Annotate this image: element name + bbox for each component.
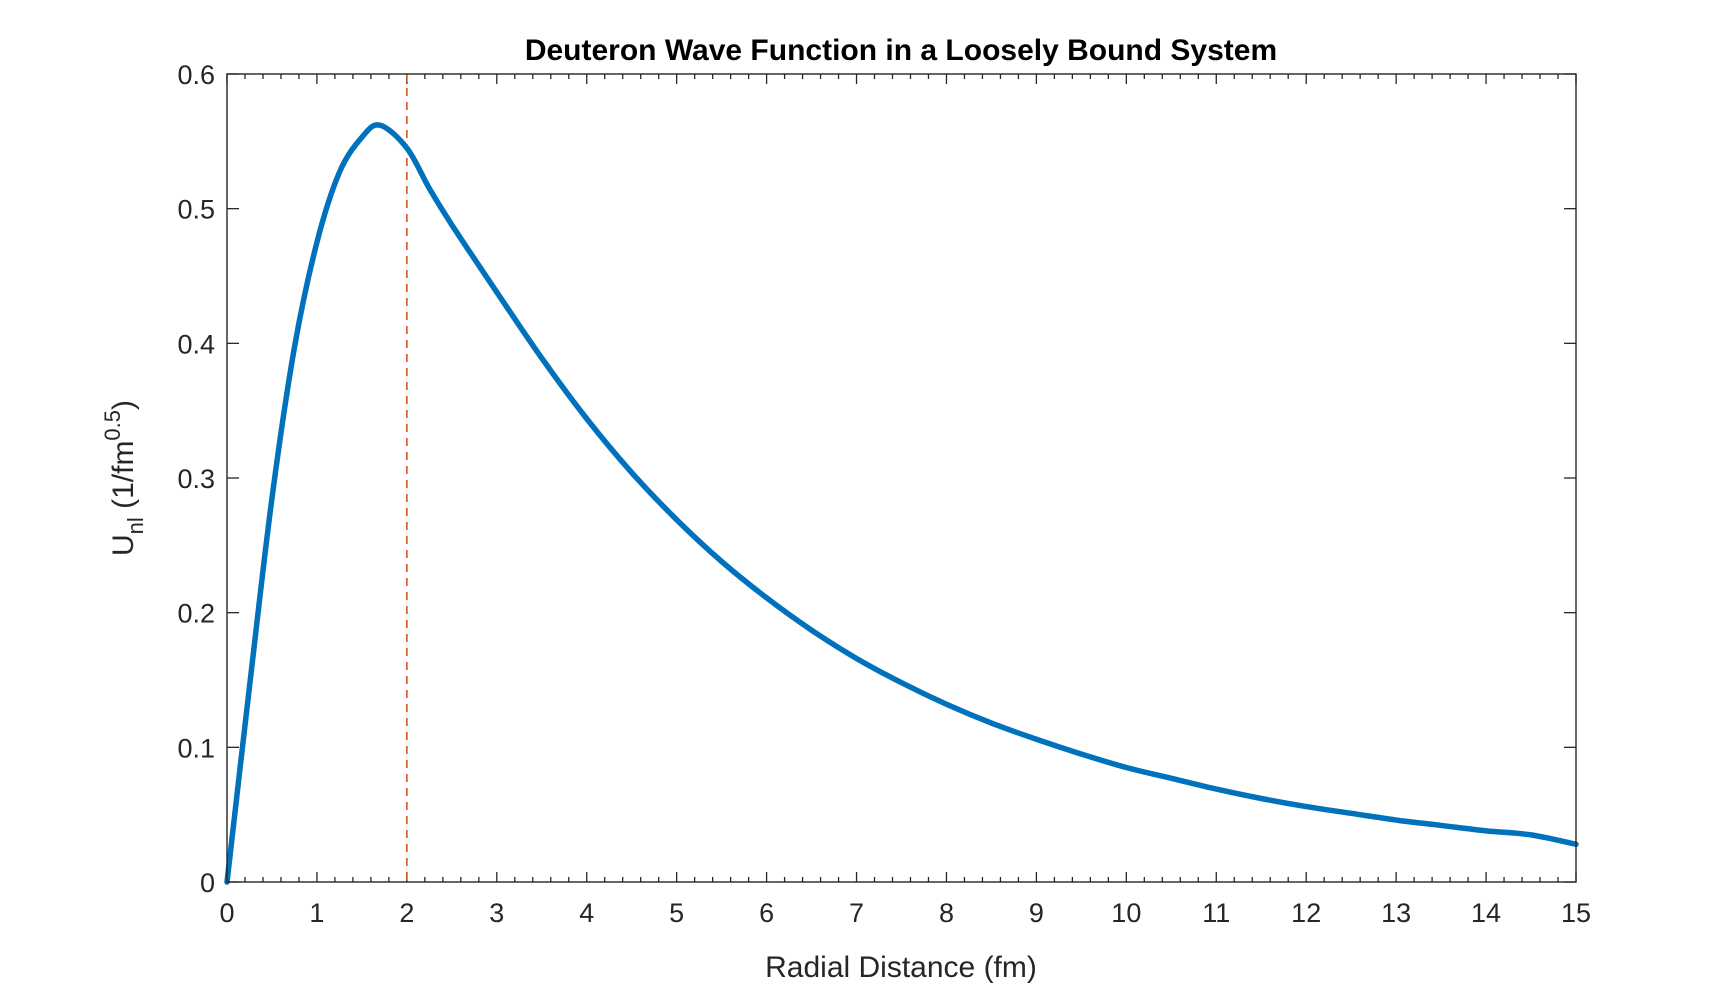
x-tick-label: 6 bbox=[759, 898, 774, 928]
y-tick-label: 0.1 bbox=[177, 733, 215, 763]
y-axis-label-unit: (1/fm bbox=[107, 441, 140, 518]
x-tick-label: 7 bbox=[849, 898, 864, 928]
x-tick-label: 14 bbox=[1471, 898, 1501, 928]
y-axis-label-superscript: 0.5 bbox=[100, 410, 125, 441]
x-tick-label: 13 bbox=[1381, 898, 1411, 928]
x-axis-label: Radial Distance (fm) bbox=[765, 951, 1037, 984]
axes-box bbox=[226, 73, 1577, 883]
x-tick-label: 8 bbox=[939, 898, 954, 928]
x-tick-label: 1 bbox=[309, 898, 324, 928]
x-tick-label: 12 bbox=[1291, 898, 1321, 928]
y-axis-ticks: 0 0.1 0.2 0.3 0.4 0.5 0.6 bbox=[177, 60, 1576, 898]
x-tick-label: 15 bbox=[1561, 898, 1591, 928]
y-tick-label: 0.5 bbox=[177, 195, 215, 225]
x-tick-label: 3 bbox=[489, 898, 504, 928]
y-axis-label-close: ) bbox=[107, 400, 140, 410]
wave-function-curve bbox=[224, 122, 1579, 885]
y-tick-label: 0 bbox=[200, 868, 215, 898]
x-tick-label: 5 bbox=[669, 898, 684, 928]
x-tick-label: 4 bbox=[579, 898, 594, 928]
plot-area-background bbox=[227, 74, 1576, 882]
y-axis-label-subscript: nl bbox=[123, 517, 148, 534]
y-tick-label: 0.6 bbox=[177, 60, 215, 90]
y-tick-label: 0.3 bbox=[177, 464, 215, 494]
y-axis-label-base: U bbox=[107, 534, 140, 556]
chart-title: Deuteron Wave Function in a Loosely Boun… bbox=[525, 34, 1277, 67]
x-axis-ticks: 0 1 2 3 4 5 6 7 8 9 10 11 12 13 14 15 bbox=[219, 74, 1591, 928]
y-axis-label: Unl (1/fm0.5) bbox=[100, 400, 148, 556]
x-tick-label: 10 bbox=[1111, 898, 1141, 928]
x-tick-label: 2 bbox=[399, 898, 414, 928]
y-tick-label: 0.4 bbox=[177, 329, 215, 359]
y-tick-label: 0.2 bbox=[177, 599, 215, 629]
x-tick-label: 9 bbox=[1029, 898, 1044, 928]
x-tick-label: 11 bbox=[1202, 898, 1230, 928]
x-tick-label: 0 bbox=[219, 898, 234, 928]
